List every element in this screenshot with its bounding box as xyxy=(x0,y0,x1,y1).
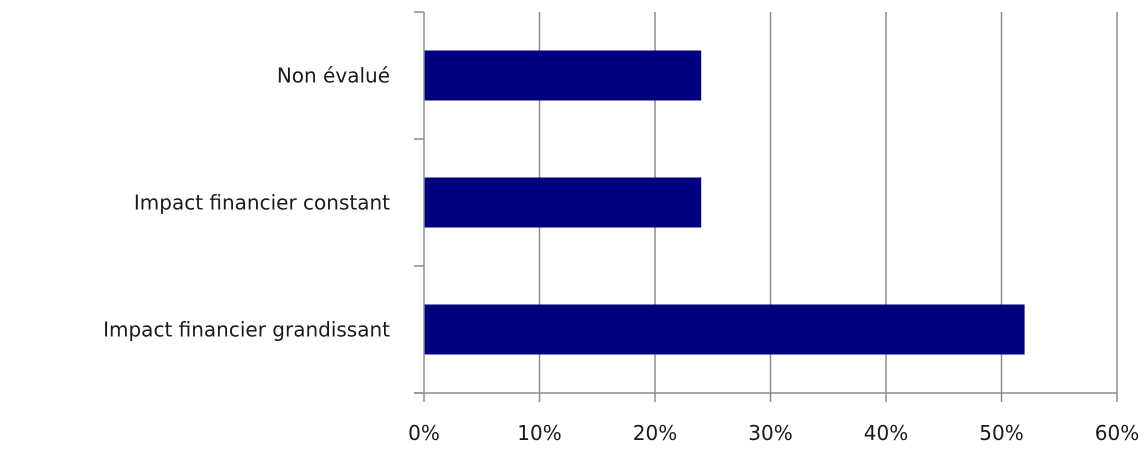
x-tick-label: 60% xyxy=(1095,421,1139,445)
axes xyxy=(414,11,1118,402)
x-tick-label: 40% xyxy=(864,421,908,445)
category-label: Non évalué xyxy=(277,64,390,88)
category-label: Impact financier grandissant xyxy=(103,318,390,342)
category-label: Impact financier constant xyxy=(134,191,390,215)
labels: Non évalué Impact financier constant Impac… xyxy=(103,64,1139,446)
x-tick-label: 30% xyxy=(748,421,792,445)
bar-1 xyxy=(424,50,702,101)
bar-2 xyxy=(424,177,702,228)
x-tick-label: 10% xyxy=(517,421,561,445)
bars xyxy=(424,50,1025,355)
x-tick-label: 50% xyxy=(979,421,1023,445)
x-tick-label: 0% xyxy=(408,421,440,445)
bar-3 xyxy=(424,304,1025,355)
x-tick-label: 20% xyxy=(633,421,677,445)
